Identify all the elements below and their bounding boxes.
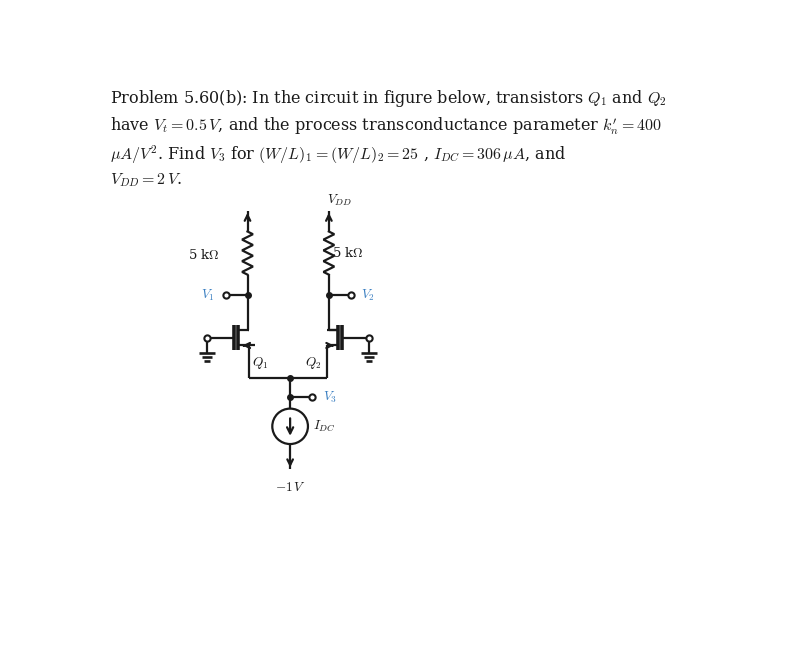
Text: $V_3$: $V_3$	[322, 390, 337, 404]
Text: $V_2$: $V_2$	[362, 288, 375, 303]
Text: $V_{DD} = 2\,V$.: $V_{DD} = 2\,V$.	[110, 171, 182, 189]
Text: $I_{DC}$: $I_{DC}$	[313, 419, 335, 434]
Text: Problem 5.60(b): In the circuit in figure below, transistors $Q_1$ and $Q_2$: Problem 5.60(b): In the circuit in figur…	[110, 89, 666, 109]
Text: have $V_t = 0.5\,V$, and the process transconductance parameter $k_n^{\prime} = : have $V_t = 0.5\,V$, and the process tra…	[110, 116, 662, 137]
Text: 5 k$\Omega$: 5 k$\Omega$	[188, 249, 220, 262]
Text: $\mu A/V^2$. Find $V_3$ for $(W/L)_1 = (W/L)_2 = 25$ , $I_{DC} = 306\,\mu A$, an: $\mu A/V^2$. Find $V_3$ for $(W/L)_1 = (…	[110, 144, 565, 166]
Text: $V_{DD}$: $V_{DD}$	[327, 193, 352, 207]
Text: $Q_2$: $Q_2$	[305, 355, 321, 371]
Text: 5 k$\Omega$: 5 k$\Omega$	[332, 246, 363, 260]
Text: $V_1$: $V_1$	[201, 288, 215, 303]
Text: $-1\,V$: $-1\,V$	[274, 481, 306, 494]
Text: $Q_1$: $Q_1$	[252, 355, 269, 371]
